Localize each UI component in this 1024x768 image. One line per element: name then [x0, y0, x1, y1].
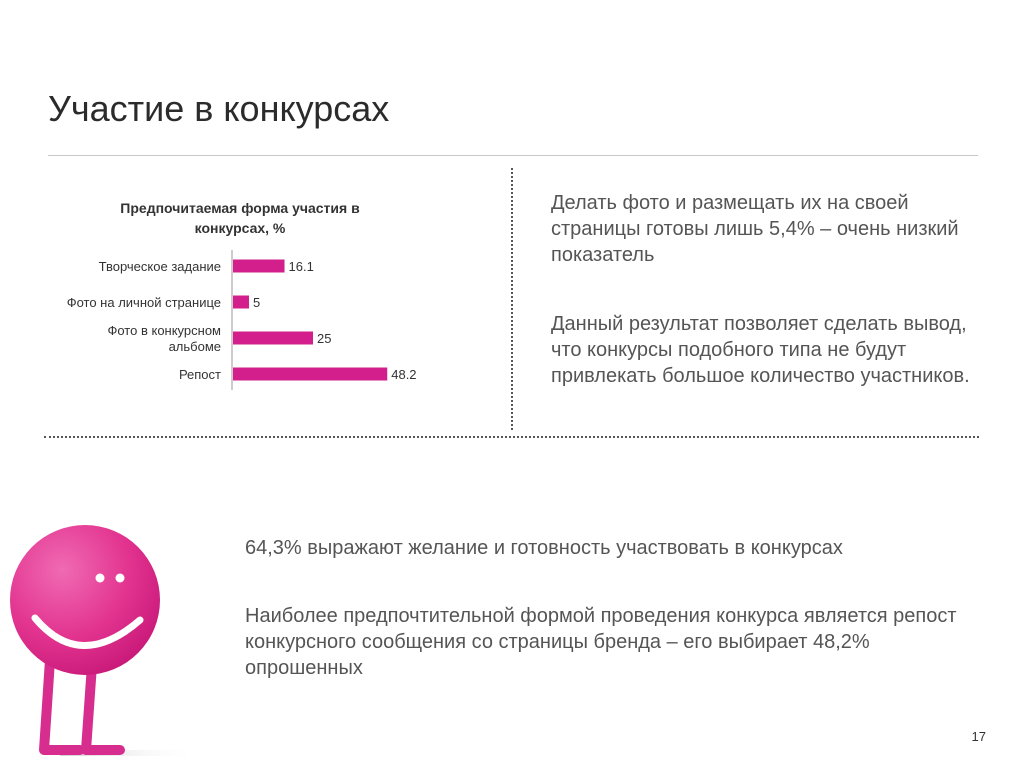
smile-icon: [31, 614, 144, 649]
chart-category-label: Фото на личной странице: [67, 295, 221, 310]
chart-bar: [233, 331, 313, 345]
chart-bar: [233, 367, 388, 381]
chart-value-label: 5: [253, 295, 260, 310]
bottom-line-1: 64,3% выражают желание и готовность учас…: [245, 537, 843, 559]
chart-title-line-2: конкурсах, %: [194, 220, 286, 236]
chart-category-label: Фото в конкурсном: [107, 323, 221, 338]
chart-title: Предпочитаемая форма участия в конкурсах…: [80, 198, 400, 238]
right-leg: [81, 660, 125, 755]
bottom-paragraph-2: Наиболее предпочтительной формой проведе…: [245, 605, 957, 679]
bar-chart: 16.1 Творческое задание 5 Фото на личной ст…: [67, 250, 417, 390]
chart-bar: [233, 295, 249, 309]
title-divider: [48, 155, 978, 156]
left-leg: [39, 655, 85, 755]
smiley-mascot-illustration: [10, 525, 200, 756]
mascot-head: [10, 525, 160, 675]
chart-bar: [233, 259, 285, 273]
chart-category-label: альбоме: [169, 339, 221, 354]
page-number: 17: [971, 729, 986, 744]
horizontal-dotted-divider: [44, 436, 979, 438]
page-title: Участие в конкурсах: [48, 88, 390, 129]
chart-category-label: Репост: [179, 367, 221, 382]
vertical-dotted-divider: [511, 168, 513, 430]
right-paragraph-2: Данный результат позволяет сделать вывод…: [551, 313, 970, 387]
chart-value-label: 25: [317, 331, 331, 346]
floor-shadow: [60, 750, 200, 756]
right-paragraph-1: Делать фото и размещать их на своей стра…: [551, 192, 959, 266]
chart-value-label: 48.2: [391, 367, 416, 382]
chart-category-label: Творческое задание: [99, 259, 221, 274]
chart-title-line-1: Предпочитаемая форма участия в: [120, 200, 360, 216]
left-eye-icon: [95, 573, 105, 583]
right-eye-icon: [115, 573, 125, 583]
chart-value-label: 16.1: [289, 259, 314, 274]
